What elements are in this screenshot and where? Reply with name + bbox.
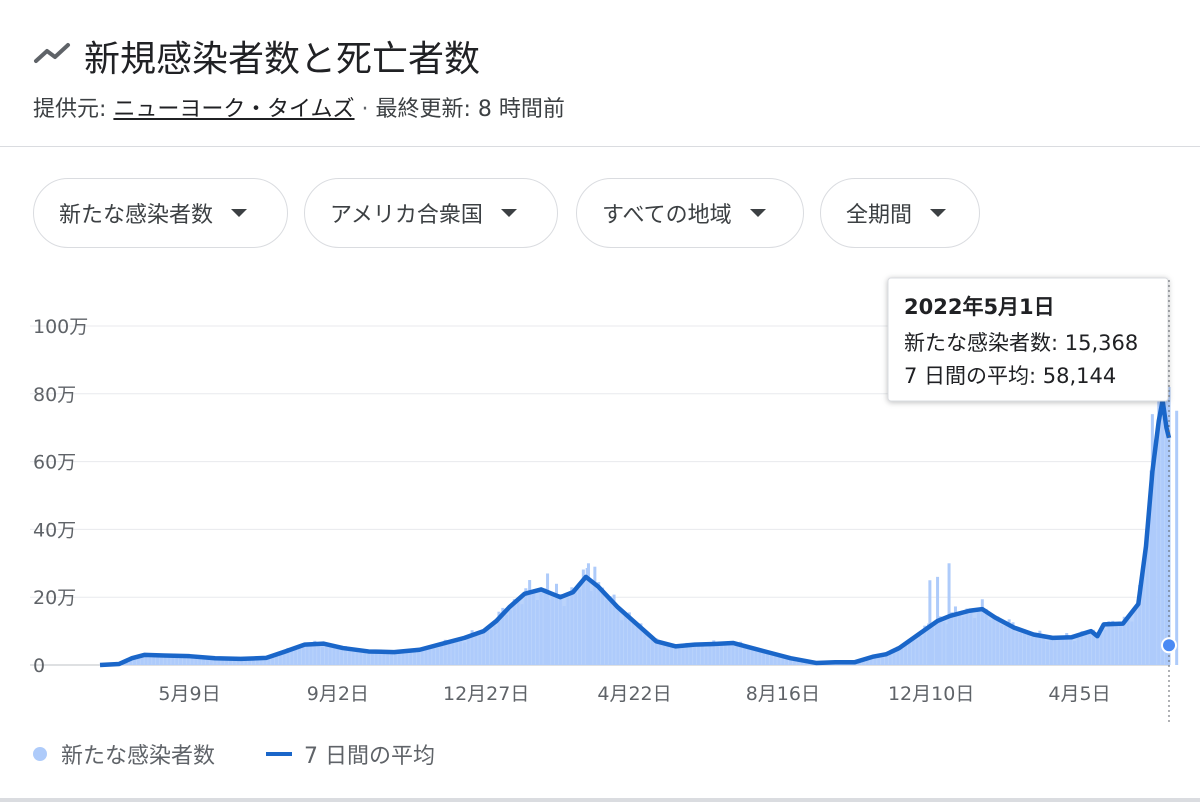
x-tick-label: 8月16日 xyxy=(746,683,820,705)
daily-cases-spike xyxy=(928,580,932,665)
dropdown-arrow-icon xyxy=(231,209,248,217)
dropdown-arrow-icon xyxy=(749,209,766,217)
y-axis-labels: 0 20万 40万 60万 80万 100万 xyxy=(33,316,88,677)
filter-period-dropdown[interactable]: 全期間 xyxy=(820,178,980,248)
filter-country-dropdown[interactable]: アメリカ合衆国 xyxy=(304,178,558,248)
dropdown-arrow-icon xyxy=(930,209,947,217)
x-tick-label: 5月9日 xyxy=(158,683,220,705)
legend-average[interactable]: 7 日間の平均 xyxy=(266,738,435,770)
filter-metric-dropdown[interactable]: 新たな感染者数 xyxy=(33,178,288,248)
tooltip-cases: 新たな感染者数: 15,368 xyxy=(904,331,1138,355)
y-tick-label: 0 xyxy=(33,655,45,677)
x-tick-label: 9月2日 xyxy=(307,683,369,705)
legend-line-icon xyxy=(266,752,292,756)
dropdown-arrow-icon xyxy=(500,209,517,217)
filter-region-label: すべての地域 xyxy=(602,203,732,228)
x-tick-label: 4月22日 xyxy=(597,683,671,705)
y-tick-label: 100万 xyxy=(33,316,88,338)
legend-cases-label: 新たな感染者数 xyxy=(61,744,216,769)
legend-dot-icon xyxy=(33,747,47,761)
source-line: 提供元: ニューヨーク・タイムズ · 最終更新: 8 時間前 xyxy=(33,91,565,123)
filter-region-dropdown[interactable]: すべての地域 xyxy=(576,178,804,248)
y-tick-label: 80万 xyxy=(33,384,76,406)
page-title: 新規感染者数と死亡者数 xyxy=(84,39,481,80)
x-tick-label: 12月10日 xyxy=(888,683,974,705)
bottom-divider xyxy=(0,798,1200,802)
legend-average-label: 7 日間の平均 xyxy=(304,744,435,769)
tooltip-date: 2022年5月1日 xyxy=(904,295,1055,319)
cases-chart[interactable]: 0 20万 40万 60万 80万 100万 5月9日 9月2日 12月27日 4月22日 8月1… xyxy=(0,270,1200,730)
x-axis-labels: 5月9日 9月2日 12月27日 4月22日 8月16日 12月10日 4月5日 xyxy=(158,683,1110,705)
daily-cases-spike xyxy=(1175,410,1179,665)
chart-tooltip: 2022年5月1日 新たな感染者数: 15,368 7 日間の平均: 58,14… xyxy=(887,277,1169,402)
tooltip-average: 7 日間の平均: 58,144 xyxy=(904,364,1116,388)
legend-cases[interactable]: 新たな感染者数 xyxy=(33,738,215,770)
filter-metric-label: 新たな感染者数 xyxy=(59,203,214,228)
y-tick-label: 20万 xyxy=(33,587,76,609)
filter-bar: 新たな感染者数 アメリカ合衆国 すべての地域 全期間 xyxy=(0,178,1200,252)
filter-period-label: 全期間 xyxy=(846,203,913,228)
last-updated: 最終更新: 8 時間前 xyxy=(375,97,565,122)
source-link[interactable]: ニューヨーク・タイムズ xyxy=(113,97,355,122)
x-tick-label: 4月5日 xyxy=(1048,683,1110,705)
x-tick-label: 12月27日 xyxy=(443,683,529,705)
y-tick-label: 60万 xyxy=(33,452,76,474)
card-header: 新規感染者数と死亡者数 提供元: ニューヨーク・タイムズ · 最終更新: 8 時… xyxy=(0,0,1200,147)
trending-line-icon xyxy=(34,43,70,63)
daily-cases-bars xyxy=(102,387,1179,665)
separator: · xyxy=(354,97,376,122)
selected-point-marker xyxy=(1161,637,1177,654)
tooltip-box xyxy=(887,277,1169,402)
y-tick-label: 40万 xyxy=(33,519,76,541)
source-prefix: 提供元: xyxy=(33,97,114,122)
seven-day-average-line xyxy=(99,398,1172,668)
filter-country-label: アメリカ合衆国 xyxy=(330,203,483,228)
